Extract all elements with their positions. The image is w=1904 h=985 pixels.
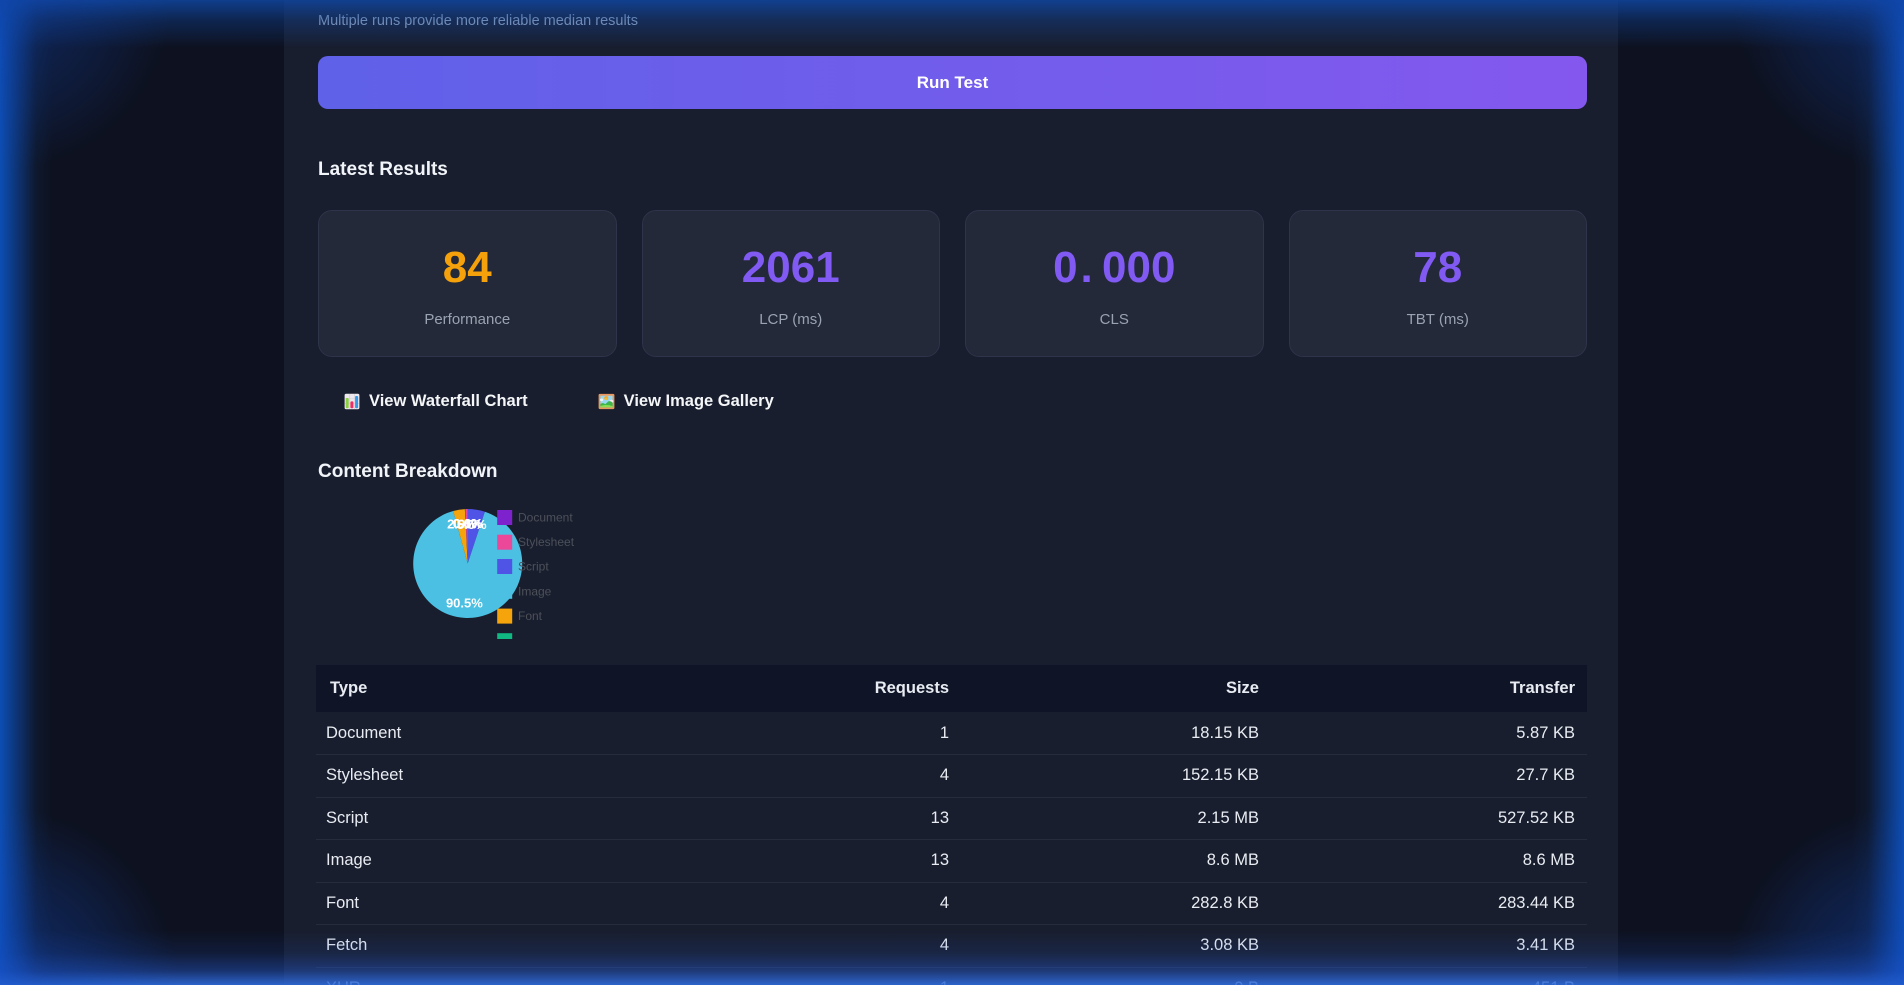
svg-text:Stylesheet: Stylesheet [518,535,575,549]
svg-text:Script: Script [518,560,549,574]
svg-text:Document: Document [518,511,573,525]
svg-text:Image: Image [518,584,552,598]
svg-text:90.5%: 90.5% [446,596,483,611]
svg-text:Font: Font [518,609,543,623]
svg-text:5.5%: 5.5% [457,517,487,532]
